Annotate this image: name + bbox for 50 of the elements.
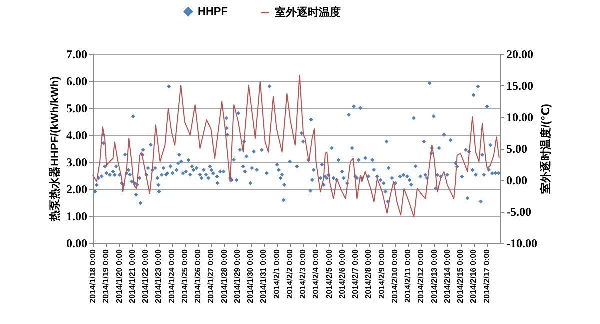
- x-tick-label: 2014/2/12 0:00: [416, 248, 426, 304]
- y2-tick-label: 15.00: [506, 79, 534, 93]
- y2-tick-label: 0.00: [506, 174, 528, 188]
- y-tick-label: 1.00: [66, 210, 88, 224]
- x-tick-label: 2014/2/10 0:00: [390, 248, 400, 304]
- x-tick-label: 2014/1/25 0:00: [180, 248, 190, 304]
- y-tick-label: 3.00: [66, 156, 88, 170]
- x-tick-label: 2014/2/16 0:00: [469, 248, 478, 304]
- x-tick-label: 2014/2/17 0:00: [482, 248, 492, 304]
- x-tick-label: 2014/2/15 0:00: [456, 248, 466, 304]
- x-tick-label: 2014/1/22 0:00: [141, 248, 150, 304]
- x-tick-label: 2014/2/5 0:00: [324, 248, 334, 299]
- x-tick-label: 2014/1/27 0:00: [206, 248, 216, 304]
- x-tick-label: 2014/2/2 0:00: [285, 248, 294, 299]
- x-tick-label: 2014/2/3 0:00: [298, 248, 308, 299]
- x-tick-label: 2014/2/13 0:00: [430, 248, 439, 304]
- x-tick-label: 2014/1/20 0:00: [114, 248, 124, 304]
- y-tick-label: 2.00: [66, 182, 88, 196]
- x-tick-label: 2014/1/21 0:00: [128, 248, 137, 304]
- x-tick-label: 2014/2/7 0:00: [351, 248, 360, 299]
- legend-label: 室外逐时温度: [275, 6, 341, 19]
- legend-label: HHPF: [198, 6, 228, 18]
- y2-tick-label: -5.00: [506, 205, 532, 219]
- x-tick-label: 2014/1/31 0:00: [259, 248, 268, 304]
- x-tick-label: 2014/2/4 0:00: [312, 248, 321, 299]
- x-tick-label: 2014/1/18 0:00: [88, 248, 98, 304]
- y-tick-label: 6.00: [66, 74, 88, 88]
- y2-tick-label: -10.00: [506, 236, 538, 250]
- x-tick-label: 2014/1/26 0:00: [194, 248, 203, 304]
- x-tick-label: 2014/1/28 0:00: [220, 248, 229, 304]
- x-tick-label: 2014/2/6 0:00: [338, 248, 347, 299]
- x-tick-label: 2014/2/14 0:00: [442, 248, 452, 304]
- x-tick-label: 2014/2/9 0:00: [377, 248, 386, 299]
- x-tick-label: 2014/2/8 0:00: [364, 248, 374, 299]
- x-tick-label: 2014/2/11 0:00: [404, 248, 413, 303]
- x-tick-label: 2014/1/23 0:00: [154, 248, 164, 304]
- y-axis-title: 热泵热水器HHPF/(kWh/kWh): [48, 76, 62, 222]
- y2-tick-label: 5.00: [506, 142, 528, 156]
- x-tick-label: 2014/2/1 0:00: [272, 248, 282, 299]
- x-tick-label: 2014/1/30 0:00: [246, 248, 256, 304]
- y-tick-label: 0.00: [66, 236, 88, 250]
- y2-tick-label: 10.00: [506, 110, 534, 124]
- x-tick-label: 2014/1/29 0:00: [232, 248, 242, 304]
- y-tick-label: 5.00: [66, 102, 88, 116]
- y-tick-label: 7.00: [66, 48, 88, 62]
- y2-tick-label: 20.00: [506, 48, 534, 62]
- x-tick-label: 2014/1/19 0:00: [102, 248, 111, 304]
- y-tick-label: 4.00: [66, 128, 88, 142]
- y2-axis-title: 室外逐时温度/(℃): [539, 104, 552, 194]
- x-tick-label: 2014/1/24 0:00: [167, 248, 176, 304]
